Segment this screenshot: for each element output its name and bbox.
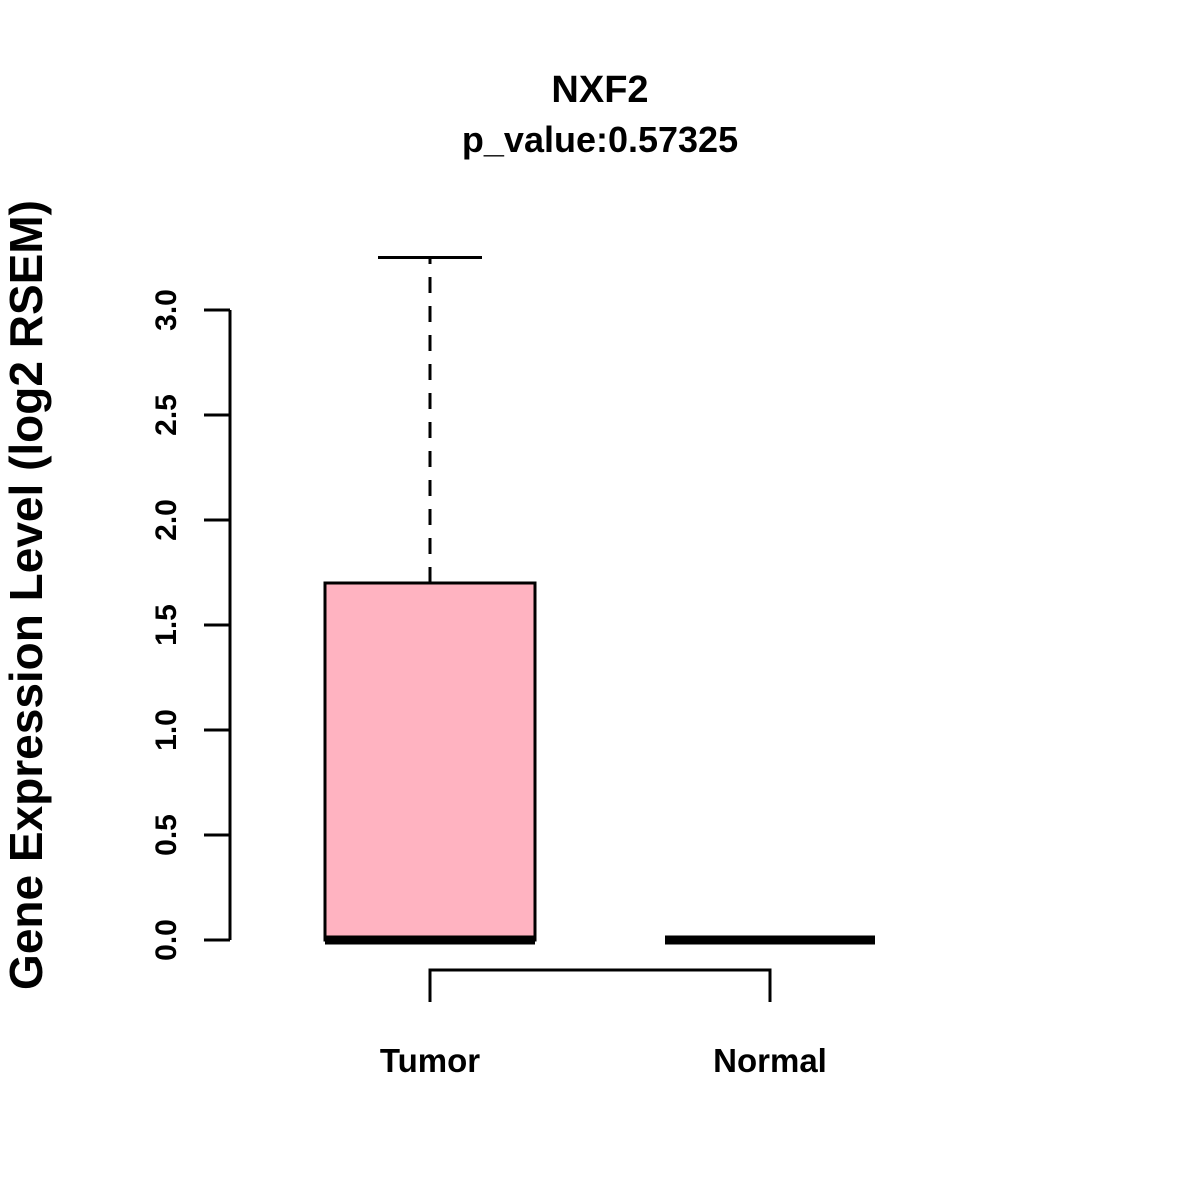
chart-title: NXF2 [551, 69, 648, 111]
y-tick-label: 3.0 [150, 289, 183, 331]
y-tick-label: 1.5 [150, 604, 183, 646]
iqr-box [323, 581, 537, 942]
y-tick-label: 0.5 [150, 814, 183, 856]
y-axis-label: Gene Expression Level (log2 RSEM) [0, 200, 52, 990]
plot-region: 0.0 0.5 1.0 1.5 2.0 2.5 3.0 Tumor Normal [150, 256, 875, 1079]
y-tick-label: 2.0 [150, 499, 183, 541]
y-tick-label: 1.0 [150, 709, 183, 751]
y-axis [204, 308, 232, 942]
category-label: Tumor [380, 1042, 480, 1079]
y-tick-label: 0.0 [150, 919, 183, 961]
category-label: Normal [713, 1042, 827, 1079]
y-tick-label: 2.5 [150, 394, 183, 436]
boxplot-group-tumor [323, 256, 537, 945]
chart-subtitle: p_value:0.57325 [462, 119, 738, 160]
x-axis-bracket [428, 968, 772, 1002]
